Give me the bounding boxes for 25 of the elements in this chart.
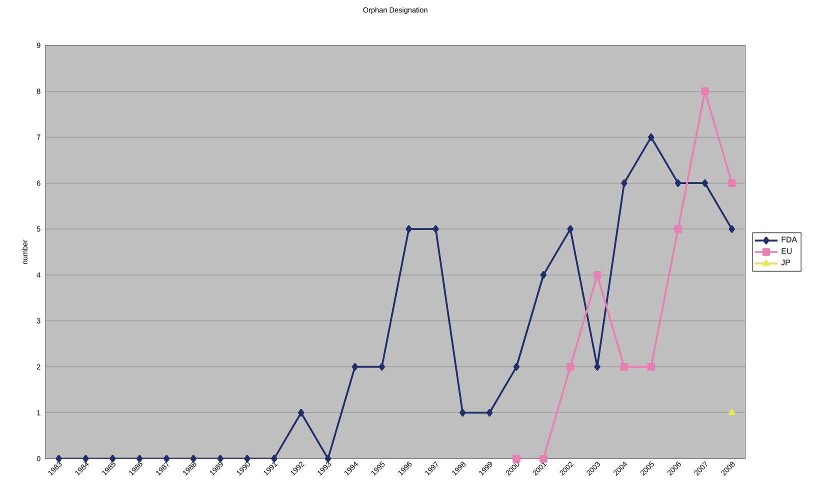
point — [647, 362, 655, 371]
point — [513, 362, 520, 371]
point — [674, 225, 682, 233]
point — [728, 179, 736, 187]
point — [593, 271, 602, 279]
point — [540, 454, 548, 463]
point — [566, 362, 574, 371]
point — [406, 225, 412, 233]
point — [512, 454, 520, 463]
point — [728, 225, 735, 233]
point — [298, 408, 304, 417]
point — [378, 362, 385, 371]
point — [620, 362, 628, 371]
point — [432, 225, 439, 233]
point — [567, 225, 574, 233]
point — [540, 271, 547, 279]
point — [352, 362, 358, 371]
point — [701, 87, 709, 96]
point — [728, 408, 736, 416]
point — [648, 133, 654, 142]
point — [674, 179, 682, 187]
point — [486, 408, 493, 417]
point — [621, 179, 628, 187]
point — [702, 179, 708, 187]
point — [460, 408, 466, 417]
